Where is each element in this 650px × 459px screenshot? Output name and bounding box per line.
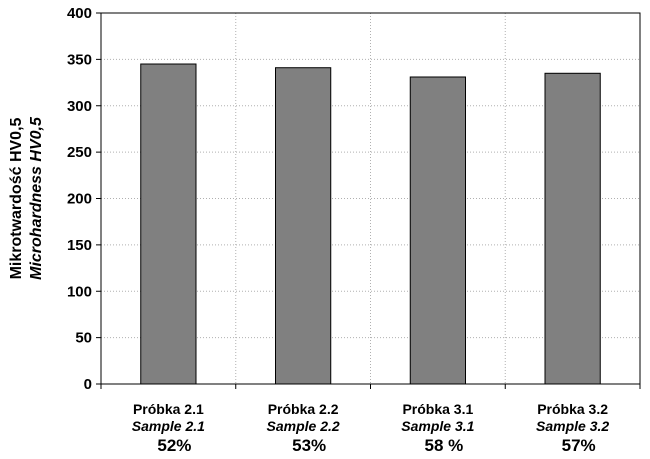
y-tick-label: 0 (84, 376, 92, 393)
x-category-percent: 57% (562, 436, 596, 455)
y-axis-label-en: Microhardness HV0,5 (28, 116, 45, 280)
y-axis-label: Mikrotwardość HV0,5 (8, 117, 25, 279)
x-category-percent: 53% (292, 436, 326, 455)
x-category-label: Próbka 3.2 (537, 401, 608, 417)
x-category-label-en: Sample 2.1 (132, 418, 205, 434)
bar (140, 63, 197, 385)
y-tick-label: 350 (67, 51, 92, 68)
bars (140, 63, 601, 385)
y-tick-label: 100 (67, 283, 92, 300)
y-axis-title: Mikrotwardość HV0,5 Microhardness HV0,5 (8, 116, 45, 280)
x-category-label: Próbka 3.1 (402, 401, 473, 417)
x-category-label: Próbka 2.1 (133, 401, 204, 417)
y-tick-label: 300 (67, 98, 92, 115)
x-category-label-en: Sample 3.1 (401, 418, 474, 434)
y-axis-ticks: 0 50 100 150 200 250 300 350 400 (67, 5, 101, 393)
y-tick-label: 400 (67, 5, 92, 22)
y-tick-label: 150 (67, 237, 92, 254)
x-category-label-en: Sample 2.2 (267, 418, 340, 434)
bar (409, 76, 466, 385)
x-category-label: Próbka 2.2 (268, 401, 339, 417)
x-category-percent: 58 % (425, 436, 464, 455)
x-category-label-en: Sample 3.2 (536, 418, 609, 434)
y-tick-label: 250 (67, 144, 92, 161)
gridlines (101, 13, 640, 384)
x-category-percent: 52% (157, 436, 191, 455)
bar (275, 67, 332, 385)
y-tick-label: 200 (67, 191, 92, 208)
y-tick-label: 50 (75, 330, 92, 347)
bar (544, 72, 601, 385)
